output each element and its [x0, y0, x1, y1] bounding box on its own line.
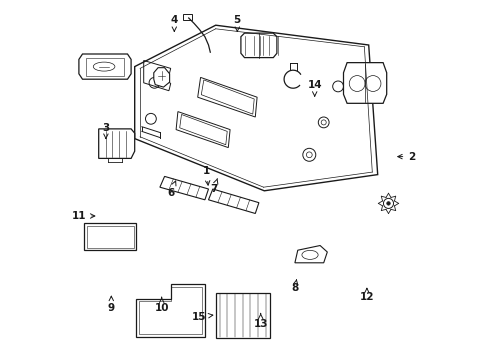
- Text: 15: 15: [192, 312, 212, 322]
- Circle shape: [386, 202, 389, 205]
- Polygon shape: [176, 112, 230, 148]
- Circle shape: [383, 198, 393, 208]
- Text: 11: 11: [72, 211, 95, 221]
- Text: 7: 7: [210, 179, 218, 194]
- Polygon shape: [136, 284, 204, 337]
- Text: 3: 3: [102, 123, 109, 139]
- Polygon shape: [153, 68, 169, 87]
- Text: 2: 2: [397, 152, 415, 162]
- Polygon shape: [183, 14, 192, 20]
- Text: 10: 10: [154, 297, 169, 313]
- Text: 1: 1: [203, 166, 210, 185]
- Polygon shape: [79, 54, 131, 79]
- Polygon shape: [294, 246, 326, 263]
- Polygon shape: [84, 223, 136, 250]
- Text: 4: 4: [170, 15, 178, 31]
- Polygon shape: [160, 176, 208, 200]
- Polygon shape: [99, 129, 134, 158]
- Text: 8: 8: [291, 280, 298, 293]
- Polygon shape: [241, 33, 276, 58]
- Polygon shape: [208, 189, 258, 213]
- Text: 5: 5: [233, 15, 241, 31]
- Text: 12: 12: [359, 288, 373, 302]
- Text: 14: 14: [307, 80, 322, 96]
- Text: 13: 13: [253, 314, 267, 329]
- Polygon shape: [134, 25, 377, 191]
- Text: 6: 6: [167, 181, 176, 198]
- Polygon shape: [197, 77, 257, 117]
- Text: 9: 9: [107, 296, 115, 313]
- Polygon shape: [215, 293, 269, 338]
- Polygon shape: [343, 63, 386, 103]
